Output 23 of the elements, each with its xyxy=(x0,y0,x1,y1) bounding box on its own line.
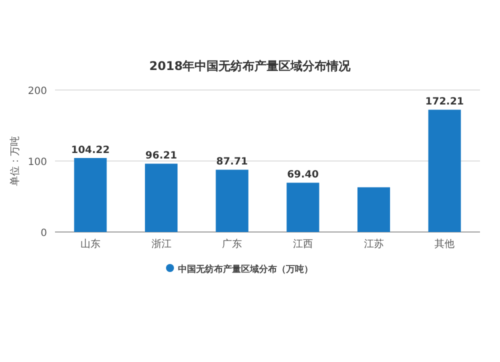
data-label: 172.21 xyxy=(425,96,464,108)
data-label: 104.22 xyxy=(71,145,110,156)
x-tick-label: 广东 xyxy=(222,238,242,250)
y-tick-label: 200 xyxy=(28,86,47,97)
bar xyxy=(144,164,178,232)
bar xyxy=(216,170,248,232)
bar xyxy=(74,158,107,232)
data-label: 69.40 xyxy=(287,170,319,181)
bar xyxy=(357,187,390,232)
x-tick-label: 江西 xyxy=(292,238,313,250)
chart-title: 2018年中国无纺布产量区域分布情况 xyxy=(149,59,352,73)
x-tick-label: 山东 xyxy=(80,238,100,250)
y-tick-label: 0 xyxy=(40,228,47,239)
y-tick-label: 100 xyxy=(28,157,47,168)
x-tick-label: 江苏 xyxy=(364,238,384,250)
data-label: 96.21 xyxy=(145,150,178,162)
x-tick-label: 浙江 xyxy=(151,238,172,250)
legend-label: 中国无纺布产量区域分布（万吨） xyxy=(178,264,313,275)
y-axis-title: 单位：万吨 xyxy=(9,136,21,186)
data-label: 87.71 xyxy=(216,156,248,168)
bar xyxy=(428,110,461,232)
x-tick-label: 其他 xyxy=(434,238,455,250)
bar xyxy=(286,182,320,232)
